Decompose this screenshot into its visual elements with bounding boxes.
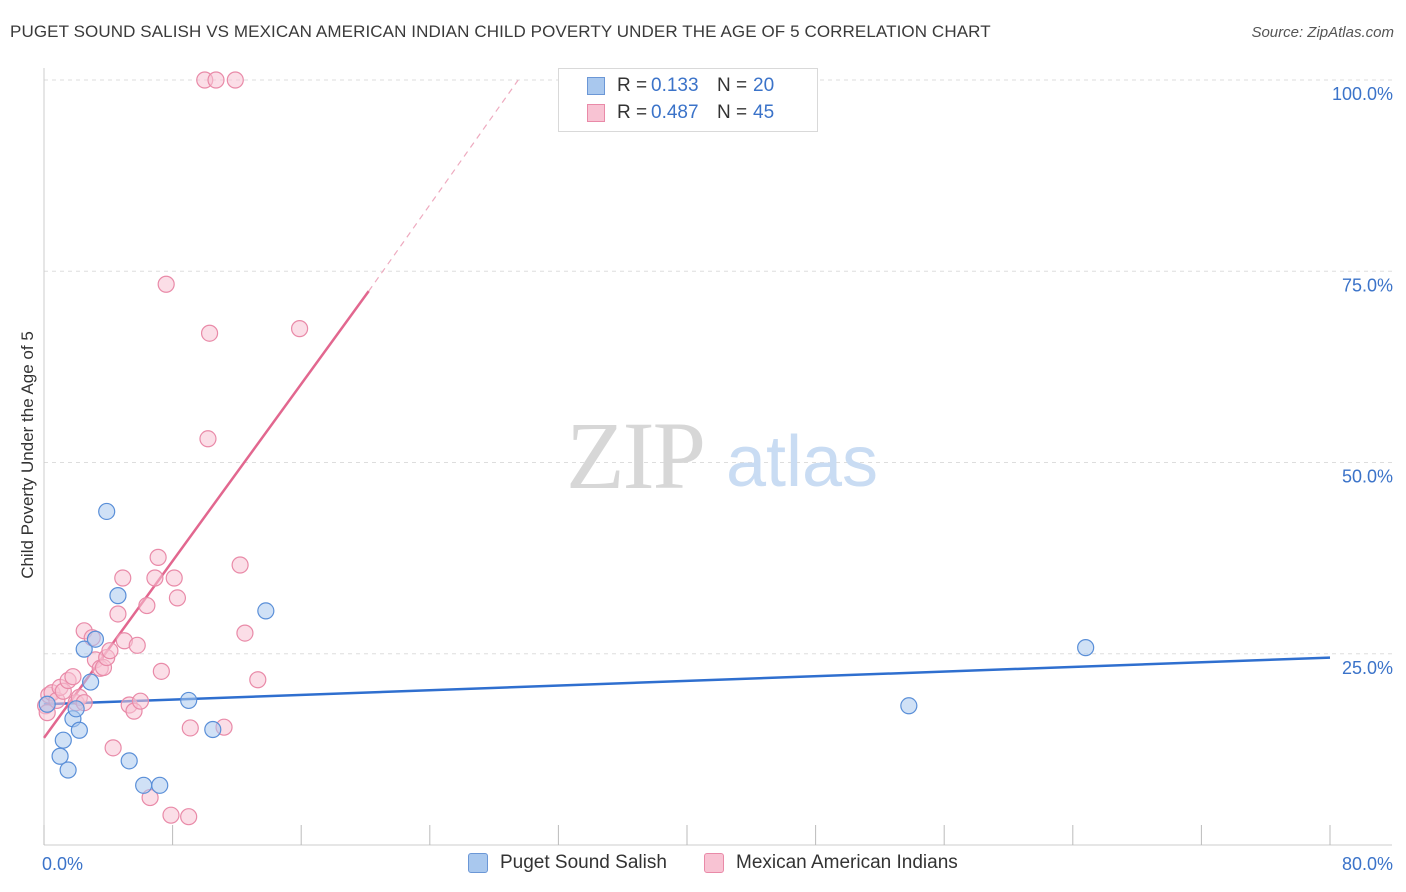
point-salish bbox=[1077, 639, 1095, 657]
legend-n-value-salish: 20 bbox=[753, 75, 775, 96]
y-axis-title: Child Poverty Under the Age of 5 bbox=[18, 331, 37, 579]
point-salish bbox=[82, 673, 100, 691]
point-mexican bbox=[114, 569, 132, 587]
point-salish bbox=[257, 602, 275, 620]
series-legend-mexican[interactable]: Mexican American Indians bbox=[704, 852, 958, 874]
x-tick-label: 80.0% bbox=[1342, 854, 1393, 874]
points-layer bbox=[37, 71, 1095, 826]
legend-n-label: N = bbox=[717, 102, 748, 123]
point-mexican bbox=[200, 324, 219, 342]
point-salish bbox=[180, 691, 198, 710]
point-salish bbox=[59, 761, 77, 779]
point-mexican bbox=[181, 719, 199, 737]
point-mexican bbox=[231, 556, 249, 574]
point-mexican bbox=[152, 662, 170, 680]
point-mexican bbox=[149, 548, 167, 566]
label-layer: 25.0% 50.0% 75.0% 100.0% 0.0% 80.0% bbox=[42, 84, 1393, 874]
point-salish bbox=[86, 630, 105, 648]
point-salish bbox=[51, 747, 69, 765]
point-mexican bbox=[249, 671, 267, 689]
source-credit: Source: ZipAtlas.com bbox=[1251, 24, 1394, 41]
point-salish bbox=[151, 776, 169, 794]
point-mexican bbox=[138, 596, 156, 615]
legend-n-value-mexican: 45 bbox=[753, 102, 775, 123]
point-mexican bbox=[168, 589, 187, 607]
correlation-legend: R = 0.133 N = 20 R = 0.487 N = 45 bbox=[558, 68, 818, 132]
point-salish bbox=[109, 587, 127, 605]
point-mexican bbox=[109, 605, 127, 623]
watermark-zip: ZIP bbox=[566, 402, 704, 509]
y-tick-label: 100.0% bbox=[1332, 84, 1393, 104]
chart-title: PUGET SOUND SALISH VS MEXICAN AMERICAN I… bbox=[10, 22, 991, 41]
point-salish bbox=[135, 776, 153, 794]
point-mexican bbox=[162, 806, 180, 824]
trend-extension-mexican bbox=[368, 79, 519, 292]
point-salish bbox=[900, 697, 918, 715]
legend-r-value-mexican: 0.487 bbox=[651, 102, 699, 123]
y-tick-label: 75.0% bbox=[1342, 275, 1393, 295]
point-salish bbox=[204, 720, 222, 739]
point-mexican bbox=[236, 624, 254, 642]
legend-row-mexican: R = 0.487 N = 45 bbox=[559, 100, 774, 126]
legend-r-label: R = bbox=[617, 75, 648, 96]
y-tick-label: 25.0% bbox=[1342, 658, 1393, 678]
y-tick-label: 50.0% bbox=[1342, 467, 1393, 487]
point-salish bbox=[120, 752, 138, 770]
point-mexican bbox=[64, 668, 82, 686]
point-mexican bbox=[290, 320, 309, 338]
series-label-mexican: Mexican American Indians bbox=[736, 852, 958, 873]
point-mexican bbox=[165, 569, 183, 587]
point-salish bbox=[70, 721, 88, 739]
point-mexican bbox=[128, 636, 146, 654]
point-mexican bbox=[131, 692, 150, 710]
point-mexican bbox=[104, 739, 122, 757]
series-swatch-salish bbox=[468, 853, 488, 873]
watermark-atlas: atlas bbox=[726, 422, 878, 502]
watermark: ZIP atlas bbox=[566, 402, 878, 509]
legend-r-value-salish: 0.133 bbox=[651, 75, 699, 96]
point-mexican bbox=[226, 71, 244, 89]
series-label-salish: Puget Sound Salish bbox=[500, 852, 667, 873]
point-salish bbox=[54, 731, 72, 749]
point-mexican bbox=[199, 430, 217, 448]
point-salish bbox=[98, 502, 116, 521]
point-mexican bbox=[146, 569, 164, 587]
series-swatch-mexican bbox=[704, 853, 724, 873]
series-legend: Puget Sound Salish Mexican American Indi… bbox=[0, 852, 1406, 876]
point-mexican bbox=[180, 808, 198, 826]
point-salish bbox=[67, 700, 85, 718]
point-mexican bbox=[207, 71, 225, 89]
point-mexican bbox=[157, 275, 175, 293]
legend-row-salish: R = 0.133 N = 20 bbox=[559, 73, 774, 99]
point-mexican bbox=[101, 642, 119, 660]
legend-n-label: N = bbox=[717, 75, 748, 96]
point-salish bbox=[75, 640, 93, 658]
legend-swatch-mexican bbox=[587, 104, 605, 122]
series-legend-salish[interactable]: Puget Sound Salish bbox=[468, 852, 667, 874]
trend-line-salish bbox=[43, 656, 1331, 706]
legend-swatch-salish bbox=[587, 77, 605, 95]
x-tick-label: 0.0% bbox=[42, 854, 83, 874]
grid-layer bbox=[44, 79, 1392, 655]
legend-r-label: R = bbox=[617, 102, 648, 123]
point-salish bbox=[38, 695, 56, 713]
axis-layer bbox=[43, 68, 1392, 846]
